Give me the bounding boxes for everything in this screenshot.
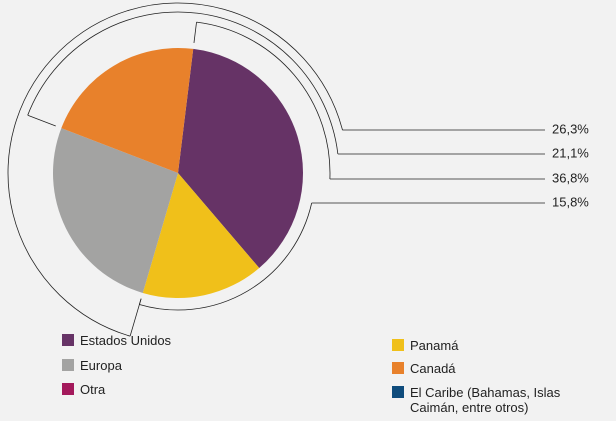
legend-swatch [392,362,404,374]
legend-item: Canadá [392,361,587,376]
legend-item: Europa [62,358,257,373]
legend-label: Canadá [410,361,456,376]
legend-swatch [392,386,404,398]
legend-label: Otra [80,382,106,397]
legend-label: Panamá [410,338,459,353]
pie-slice [142,173,260,298]
legend-label: El Caribe (Bahamas, Islas Caimán, entre … [410,385,561,415]
pie-slice [52,128,178,293]
legend-item: Estados Unidos [62,333,257,348]
leader-line [7,2,545,337]
legend-swatch [392,339,404,351]
pie-slice [61,48,194,174]
legend-swatch [62,359,74,371]
leader-line [139,202,545,311]
leader-line [27,11,545,155]
legend-item: Panamá [392,338,587,353]
data-label: 15,8% [552,194,589,209]
legend-swatch [62,383,74,395]
legend-label: Estados Unidos [80,333,172,348]
legend-item: El Caribe (Bahamas, Islas Caimán, entre … [392,385,587,415]
data-label: 26,3% [552,121,589,136]
data-label: 36,8% [552,170,589,185]
pie-slice [178,48,303,269]
legend-label: Europa [80,358,122,373]
leader-line [193,21,545,180]
data-label: 21,1% [552,145,589,160]
legend-swatch [62,334,74,346]
legend-item: Otra [62,382,257,397]
